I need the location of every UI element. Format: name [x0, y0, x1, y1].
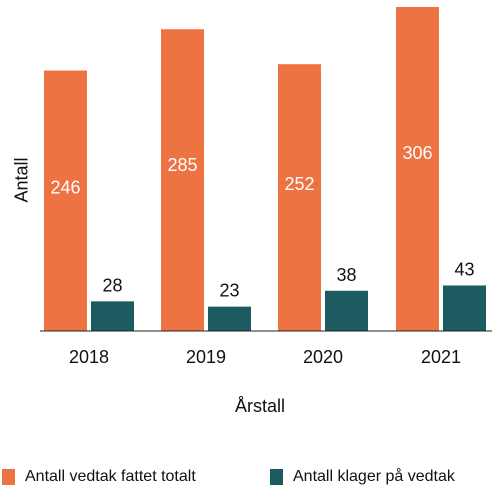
legend-swatch-vedtak: [2, 469, 15, 485]
legend-item-vedtak: Antall vedtak fattet totalt: [2, 462, 196, 492]
bars-group: 246 28 285 23 252 38 306 43: [44, 7, 486, 332]
legend-item-klager: Antall klager på vedtak: [270, 462, 455, 492]
legend: Antall vedtak fattet totalt Antall klage…: [0, 462, 500, 492]
data-label-klager-2019: 23: [219, 281, 239, 301]
data-label-klager-2018: 28: [102, 275, 122, 295]
legend-label-klager: Antall klager på vedtak: [293, 468, 455, 485]
x-tick-label-2021: 2021: [421, 347, 461, 367]
bar-vedtak-2020: [278, 64, 321, 332]
x-tick-label-2019: 2019: [186, 347, 226, 367]
bar-klager-2020: [325, 290, 368, 331]
bar-vedtak-2021: [396, 7, 439, 331]
data-label-vedtak-2018: 246: [50, 178, 80, 198]
x-axis-title: Årstall: [234, 396, 285, 416]
bar-vedtak-2018: [44, 70, 87, 331]
legend-label-vedtak: Antall vedtak fattet totalt: [25, 468, 196, 485]
data-label-vedtak-2019: 285: [167, 155, 197, 175]
y-axis-title: Antall: [2, 150, 42, 210]
data-label-klager-2021: 43: [454, 259, 474, 279]
legend-swatch-klager: [270, 469, 283, 485]
x-tick-labels: 2018 2019 2020 2021: [69, 347, 461, 367]
bar-klager-2021: [443, 285, 486, 331]
bar-klager-2019: [208, 306, 251, 331]
data-label-vedtak-2021: 306: [402, 143, 432, 163]
x-tick-label-2018: 2018: [69, 347, 109, 367]
bar-vedtak-2019: [161, 29, 204, 332]
data-label-klager-2020: 38: [336, 265, 356, 285]
bar-klager-2018: [91, 301, 134, 331]
y-axis-title-text: Antall: [11, 157, 32, 203]
data-label-vedtak-2020: 252: [284, 174, 314, 194]
x-tick-label-2020: 2020: [303, 347, 343, 367]
